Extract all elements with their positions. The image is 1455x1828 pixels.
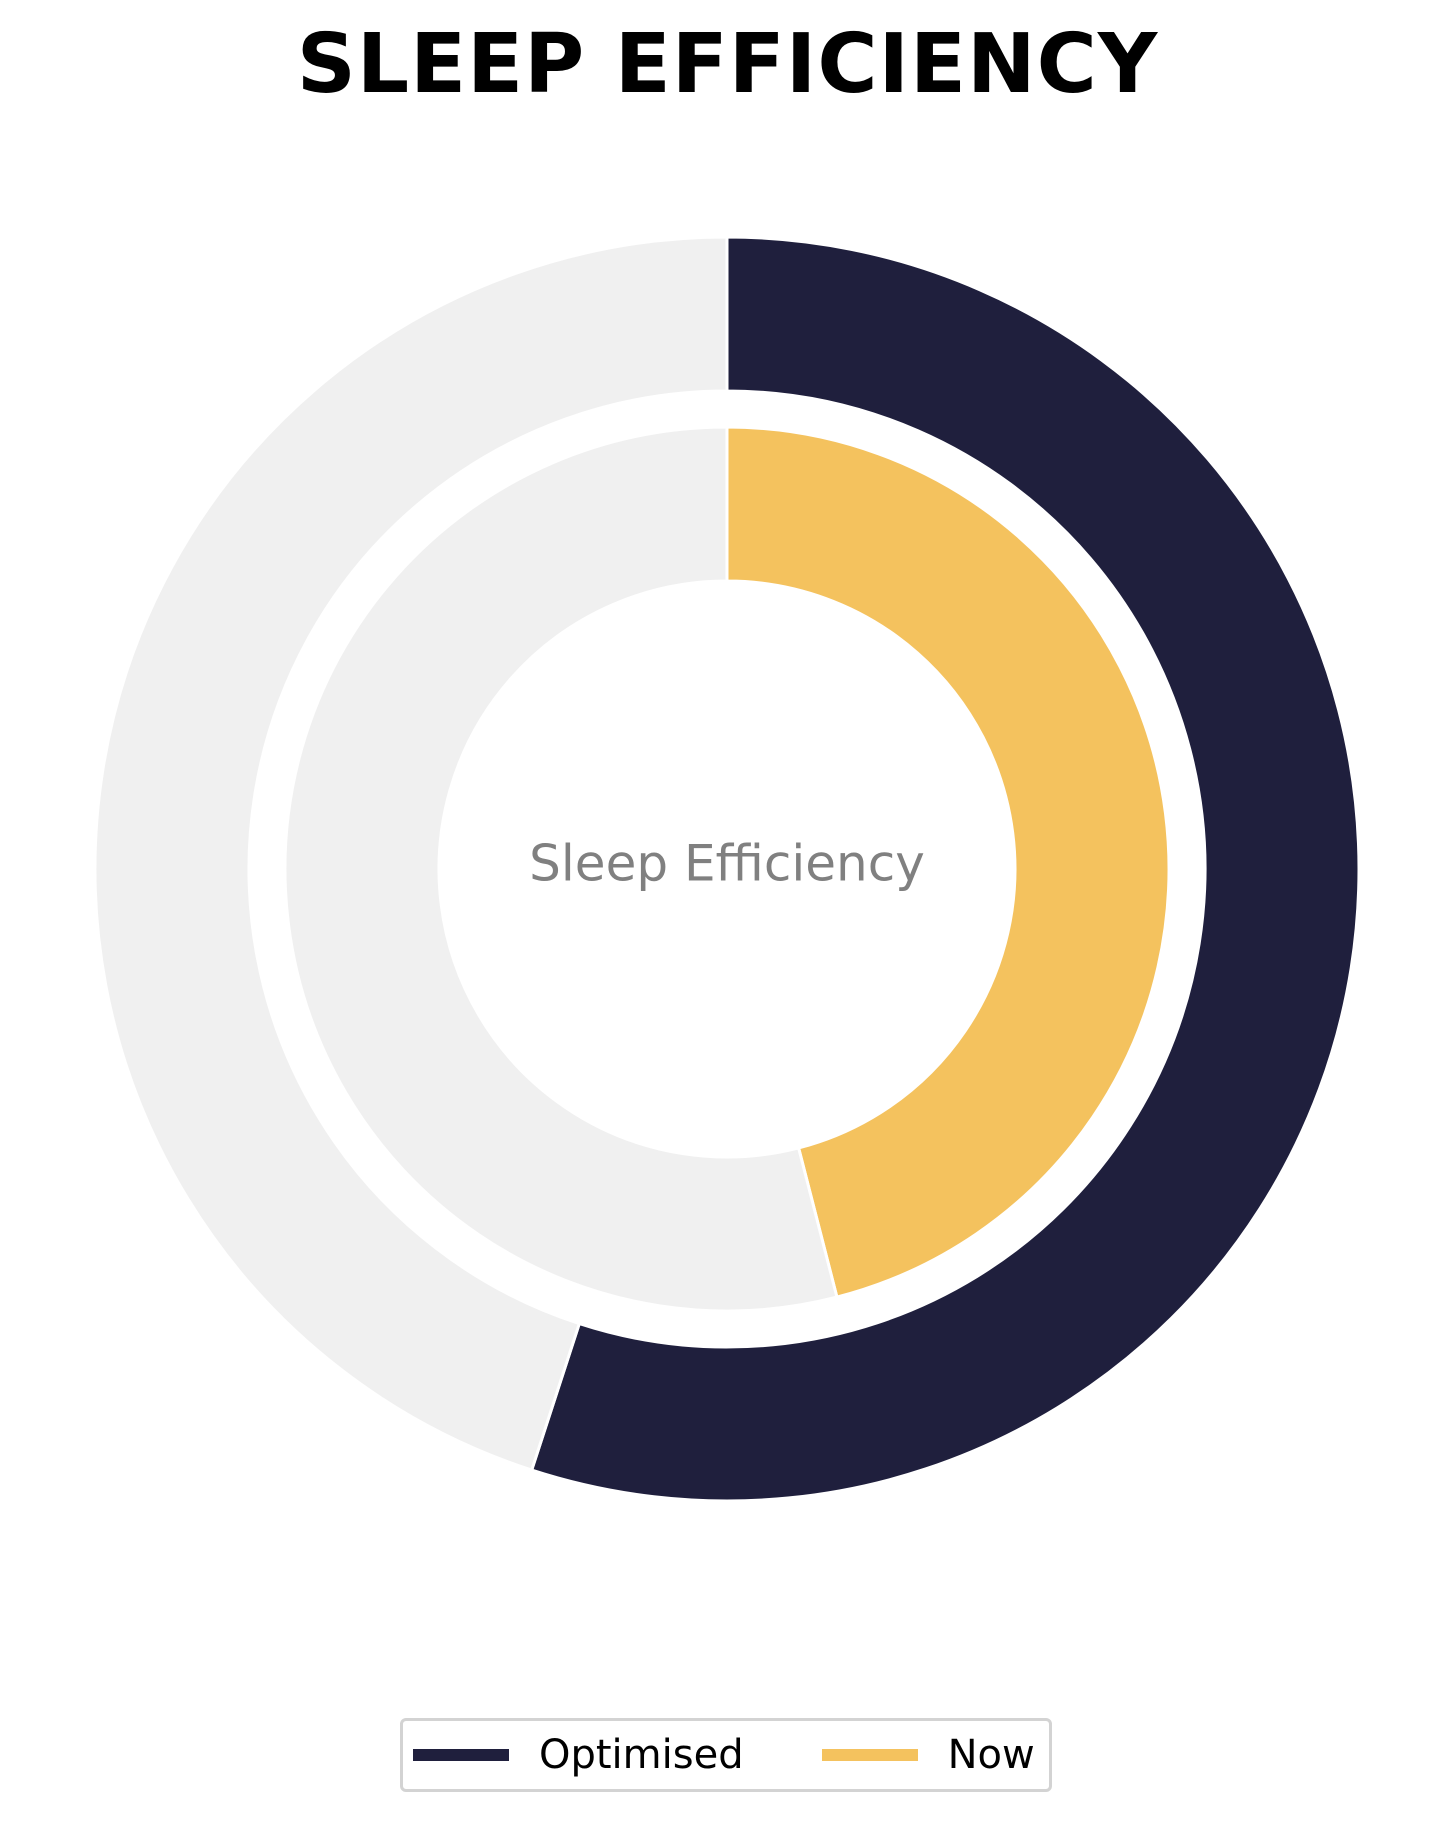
- legend-item-optimised: Optimised: [413, 1732, 744, 1778]
- legend-label-optimised: Optimised: [539, 1732, 744, 1778]
- ring-remainder-optimised: [93, 235, 729, 1472]
- chart-title: SLEEP EFFICIENCY: [296, 17, 1159, 112]
- legend-label-now: Now: [947, 1732, 1035, 1778]
- center-label: Sleep Efficiency: [529, 835, 925, 893]
- ring-segment-now: [725, 425, 1171, 1299]
- legend: Optimised Now: [400, 1718, 1052, 1792]
- ring-segment-optimised: [529, 235, 1361, 1503]
- legend-item-now: Now: [821, 1732, 1035, 1778]
- legend-swatch-now: [821, 1749, 918, 1761]
- legend-swatch-optimised: [413, 1749, 509, 1761]
- ring-remainder-now: [283, 425, 839, 1313]
